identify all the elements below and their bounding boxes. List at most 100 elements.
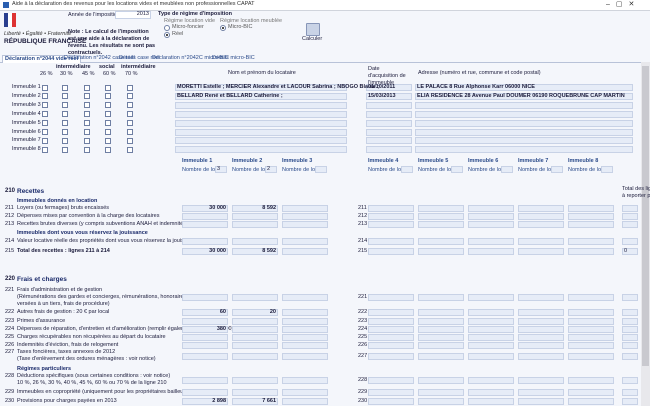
checkbox[interactable] <box>105 111 111 118</box>
amount-input[interactable] <box>568 352 614 360</box>
amount-input[interactable] <box>368 334 414 341</box>
amount-input[interactable] <box>232 389 278 396</box>
amount-input[interactable] <box>368 389 414 396</box>
amount-input[interactable] <box>468 294 514 301</box>
amount-input[interactable] <box>518 376 564 384</box>
checkbox[interactable] <box>84 84 90 91</box>
amount-input[interactable] <box>418 352 464 360</box>
amount-input[interactable] <box>232 326 278 333</box>
amount-input[interactable] <box>182 318 228 325</box>
amount-input[interactable] <box>232 248 278 255</box>
amount-input[interactable] <box>518 342 564 349</box>
amount-input[interactable] <box>282 294 328 301</box>
amount-input[interactable] <box>282 389 328 396</box>
amount-input[interactable] <box>468 221 514 228</box>
address-input[interactable] <box>415 119 633 127</box>
checkbox[interactable] <box>62 146 68 153</box>
amount-input[interactable] <box>468 342 514 349</box>
amount-input[interactable] <box>568 205 614 212</box>
checkbox[interactable] <box>42 93 48 100</box>
amount-input[interactable] <box>282 318 328 325</box>
amount-input[interactable] <box>518 238 564 245</box>
amount-input[interactable] <box>468 213 514 220</box>
amount-input[interactable] <box>468 398 514 405</box>
tenant-input[interactable] <box>175 84 347 91</box>
amount-input[interactable] <box>468 326 514 333</box>
amount-input[interactable] <box>568 342 614 349</box>
address-input[interactable] <box>415 137 633 145</box>
amount-input[interactable] <box>418 334 464 341</box>
amount-input[interactable] <box>232 376 278 384</box>
amount-input[interactable] <box>418 221 464 228</box>
amount-input[interactable] <box>518 294 564 301</box>
radio[interactable] <box>164 32 170 38</box>
amount-input[interactable] <box>568 213 614 220</box>
amount-input[interactable] <box>282 309 328 316</box>
amount-input[interactable] <box>182 334 228 341</box>
date-input[interactable] <box>366 92 412 100</box>
amount-input[interactable] <box>282 248 328 255</box>
checkbox[interactable] <box>105 102 111 109</box>
amount-input[interactable] <box>368 352 414 360</box>
amount-input[interactable] <box>282 334 328 341</box>
amount-input[interactable] <box>232 309 278 316</box>
amount-input[interactable] <box>468 248 514 255</box>
checkbox[interactable] <box>42 146 48 153</box>
amount-input[interactable] <box>182 389 228 396</box>
amount-input[interactable] <box>568 398 614 405</box>
tab[interactable]: Déclaration n°2044 vide réel <box>2 55 82 63</box>
checkbox[interactable] <box>84 111 90 118</box>
checkbox[interactable] <box>127 146 133 153</box>
amount-input[interactable] <box>468 376 514 384</box>
address-input[interactable] <box>415 92 633 100</box>
checkbox[interactable] <box>84 146 90 153</box>
amount-input[interactable] <box>368 398 414 405</box>
amount-input[interactable] <box>182 342 228 349</box>
tab[interactable]: Déclaration n°2042C micro-BIC <box>152 55 229 61</box>
checkbox[interactable] <box>127 102 133 109</box>
checkbox[interactable] <box>105 120 111 127</box>
scroll-thumb[interactable] <box>642 66 649 366</box>
checkbox[interactable] <box>62 129 68 135</box>
amount-input[interactable] <box>418 376 464 384</box>
amount-input[interactable] <box>468 334 514 341</box>
checkbox[interactable] <box>42 120 48 127</box>
amount-input[interactable] <box>468 238 514 245</box>
amount-input[interactable] <box>518 205 564 212</box>
checkbox[interactable] <box>84 137 90 144</box>
amount-input[interactable] <box>468 389 514 396</box>
amount-input[interactable] <box>282 221 328 228</box>
checkbox[interactable] <box>62 111 68 118</box>
checkbox[interactable] <box>62 137 68 144</box>
checkbox[interactable] <box>42 102 48 109</box>
amount-input[interactable] <box>368 221 414 228</box>
amount-input[interactable] <box>368 238 414 245</box>
checkbox[interactable] <box>62 84 68 91</box>
amount-input[interactable] <box>182 294 228 301</box>
checkbox[interactable] <box>127 137 133 144</box>
amount-input[interactable] <box>232 342 278 349</box>
tenant-input[interactable] <box>175 101 347 109</box>
amount-input[interactable] <box>368 205 414 212</box>
address-input[interactable] <box>415 128 633 136</box>
checkbox[interactable] <box>42 84 48 91</box>
amount-input[interactable] <box>282 376 328 384</box>
amount-input[interactable] <box>418 342 464 349</box>
amount-input[interactable] <box>568 238 614 245</box>
amount-input[interactable] <box>368 309 414 316</box>
date-input[interactable] <box>366 128 412 136</box>
tenant-input[interactable] <box>175 92 347 100</box>
amount-input[interactable] <box>232 334 278 341</box>
amount-input[interactable] <box>568 326 614 333</box>
window-controls[interactable]: –▢✕ <box>606 1 641 8</box>
locaux-input[interactable] <box>551 166 563 173</box>
checkbox[interactable] <box>84 120 90 127</box>
amount-input[interactable] <box>182 326 228 333</box>
amount-input[interactable] <box>368 342 414 349</box>
amount-input[interactable] <box>282 205 328 212</box>
amount-input[interactable] <box>182 376 228 384</box>
amount-input[interactable] <box>282 326 328 333</box>
amount-input[interactable] <box>182 213 228 220</box>
amount-input[interactable] <box>282 352 328 360</box>
amount-input[interactable] <box>568 376 614 384</box>
